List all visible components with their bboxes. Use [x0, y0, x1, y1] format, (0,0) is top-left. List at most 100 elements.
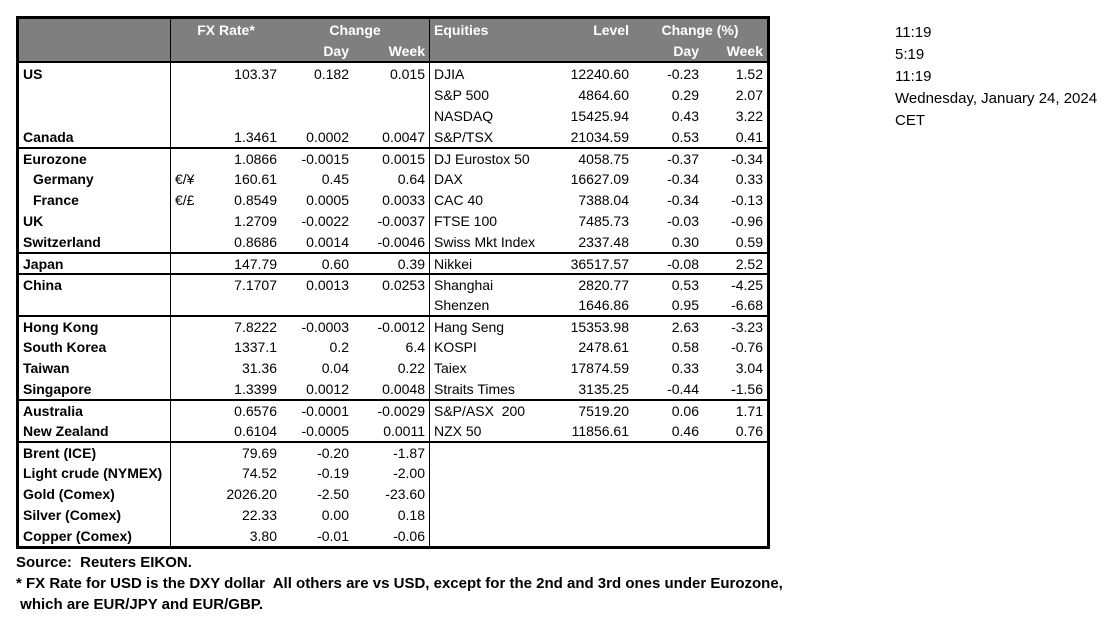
- fx-pair-symbol-cell: [171, 420, 197, 441]
- equity-change-week-cell: -4.25: [731, 276, 763, 293]
- equity-name-cell: KOSPI: [429, 336, 553, 357]
- equity-level-cell: 2820.77: [578, 276, 629, 293]
- fx-pair-symbol-cell: [171, 317, 197, 336]
- equity-change-week-cell: [703, 525, 767, 546]
- table-row: Switzerland 0.8686 0.0014 -0.0046 Swiss Mkt …: [19, 231, 767, 252]
- fx-change-day-cell: 0.00: [321, 506, 349, 523]
- fx-pair-symbol-cell: [171, 525, 197, 546]
- fx-change-day-cell: 0.0002: [306, 128, 349, 145]
- equity-change-week-cell: [703, 443, 767, 462]
- equity-level-cell: 3135.25: [578, 380, 629, 397]
- table-row: Japan 147.79 0.60 0.39 Nikkei 36517.57 -0.08 2.…: [19, 252, 767, 273]
- footnote-line: Source: Reuters EIKON.: [16, 554, 192, 571]
- fx-change-day-cell: [281, 84, 353, 105]
- equity-change-week-cell: -1.56: [731, 380, 763, 397]
- table-row: Shenzen 1646.86 0.95 -6.68: [19, 294, 767, 315]
- fx-pair-symbol-cell: [171, 483, 197, 504]
- equity-name-cell: Swiss Mkt Index: [429, 231, 553, 252]
- fx-change-week-cell: 6.4: [405, 338, 425, 355]
- equity-change-day-cell: -0.08: [667, 255, 699, 272]
- fx-change-day-cell: [281, 105, 353, 126]
- table-row: Light crude (NYMEX) 74.52 -0.19 -2.00: [19, 462, 767, 483]
- timestamp-line: CET: [895, 112, 925, 129]
- header-row-2: Day Week Day Week: [19, 40, 767, 61]
- fx-name-cell: Brent (ICE): [19, 443, 171, 462]
- fx-change-week-cell: 0.0047: [382, 128, 425, 145]
- fx-rate-cell: 1.2709: [234, 212, 277, 229]
- fx-change-day-cell: 0.0005: [306, 191, 349, 208]
- market-data-table: FX Rate* Change Equities Level Change (%…: [16, 16, 770, 549]
- fx-rate-cell: 31.36: [241, 359, 277, 376]
- equity-name-cell: DAX: [429, 168, 553, 189]
- header-blank-cell: [19, 40, 171, 61]
- fx-pair-symbol-cell: €/¥: [175, 170, 195, 187]
- equity-level-cell: 1646.86: [578, 296, 629, 313]
- fx-name-cell: Gold (Comex): [19, 483, 171, 504]
- equities-level-header: Level: [593, 21, 629, 38]
- fx-name-cell: [19, 105, 171, 126]
- equity-level-cell: [553, 483, 633, 504]
- fx-name-cell: Light crude (NYMEX): [19, 462, 171, 483]
- fx-change-day-cell: -0.20: [317, 444, 349, 461]
- table-row: Silver (Comex) 22.33 0.00 0.18: [19, 504, 767, 525]
- equity-change-week-cell: 3.04: [735, 359, 763, 376]
- equity-change-day-cell: -0.23: [667, 65, 699, 82]
- equity-level-cell: 7519.20: [578, 402, 629, 419]
- fx-change-week-cell: -1.87: [393, 444, 425, 461]
- equity-change-week-cell: -3.23: [731, 318, 763, 335]
- fx-rate-cell: 160.61: [234, 170, 277, 187]
- equity-change-day-cell: 0.43: [671, 107, 699, 124]
- table-row: Gold (Comex) 2026.20 -2.50 -23.60: [19, 483, 767, 504]
- fx-pair-symbol-cell: [171, 401, 197, 420]
- fx-name-cell: US: [19, 63, 171, 84]
- equity-change-day-cell: 0.30: [671, 233, 699, 250]
- table-row: Singapore 1.3399 0.0012 0.0048 Straits Times…: [19, 378, 767, 399]
- fx-change-week-cell: -0.0037: [377, 212, 425, 229]
- table-row: US 103.37 0.182 0.015 DJIA 12240.60 -0.23 1.52: [19, 63, 767, 84]
- equity-change-day-cell: 0.53: [671, 128, 699, 145]
- fx-day-header: Day: [323, 42, 349, 59]
- fx-change-day-cell: -0.0003: [301, 318, 349, 335]
- fx-change-day-cell: -2.50: [317, 485, 349, 502]
- fx-rate-cell: 22.33: [241, 506, 277, 523]
- fx-pair-symbol-cell: [171, 105, 197, 126]
- fx-change-day-cell: -0.0005: [301, 422, 349, 439]
- fx-rate-cell: 147.79: [234, 255, 277, 272]
- fx-rate-header: FX Rate*: [197, 21, 255, 38]
- footnote-line: which are EUR/JPY and EUR/GBP.: [16, 596, 264, 613]
- fx-pair-symbol-cell: [171, 294, 197, 315]
- fx-pair-symbol-cell: [171, 63, 197, 84]
- fx-pair-symbol-cell: [171, 231, 197, 252]
- fx-rate-cell: 1.3399: [234, 380, 277, 397]
- equity-name-cell: Straits Times: [429, 378, 553, 399]
- equity-name-cell: FTSE 100: [429, 210, 553, 231]
- fx-pair-symbol-cell: [171, 378, 197, 399]
- equities-day-header: Day: [673, 42, 699, 59]
- equity-change-day-cell: -0.34: [667, 191, 699, 208]
- equity-name-cell: [429, 483, 553, 504]
- equity-change-week-cell: 3.22: [735, 107, 763, 124]
- fx-pair-symbol-cell: €/£: [175, 191, 195, 208]
- equity-change-week-cell: 1.71: [735, 402, 763, 419]
- fx-change-day-cell: -0.0015: [301, 150, 349, 167]
- table-row: S&P 500 4864.60 0.29 2.07: [19, 84, 767, 105]
- table-row: Australia 0.6576 -0.0001 -0.0029 S&P/ASX 200…: [19, 399, 767, 420]
- table-row: Eurozone 1.0866 -0.0015 0.0015 DJ Eurostox 5…: [19, 147, 767, 168]
- equity-change-week-cell: -6.68: [731, 296, 763, 313]
- equity-change-day-cell: 0.58: [671, 338, 699, 355]
- fx-change-day-cell: 0.04: [321, 359, 349, 376]
- equity-level-cell: [553, 462, 633, 483]
- table-row: France €/£ 0.8549 0.0005 0.0033 CAC 40 7388.04…: [19, 189, 767, 210]
- table-row: Copper (Comex) 3.80 -0.01 -0.06: [19, 525, 767, 546]
- equity-change-day-cell: 0.53: [671, 276, 699, 293]
- fx-rate-cell: 2026.20: [226, 485, 277, 502]
- fx-change-week-cell: 0.18: [397, 506, 425, 523]
- equity-change-day-cell: 0.95: [671, 296, 699, 313]
- equity-change-day-cell: [633, 462, 703, 483]
- equity-change-week-cell: 0.76: [735, 422, 763, 439]
- equity-name-cell: CAC 40: [429, 189, 553, 210]
- equity-change-week-cell: 0.59: [735, 233, 763, 250]
- equity-name-cell: [429, 443, 553, 462]
- fx-name-cell: Silver (Comex): [19, 504, 171, 525]
- fx-pair-symbol-cell: [171, 357, 197, 378]
